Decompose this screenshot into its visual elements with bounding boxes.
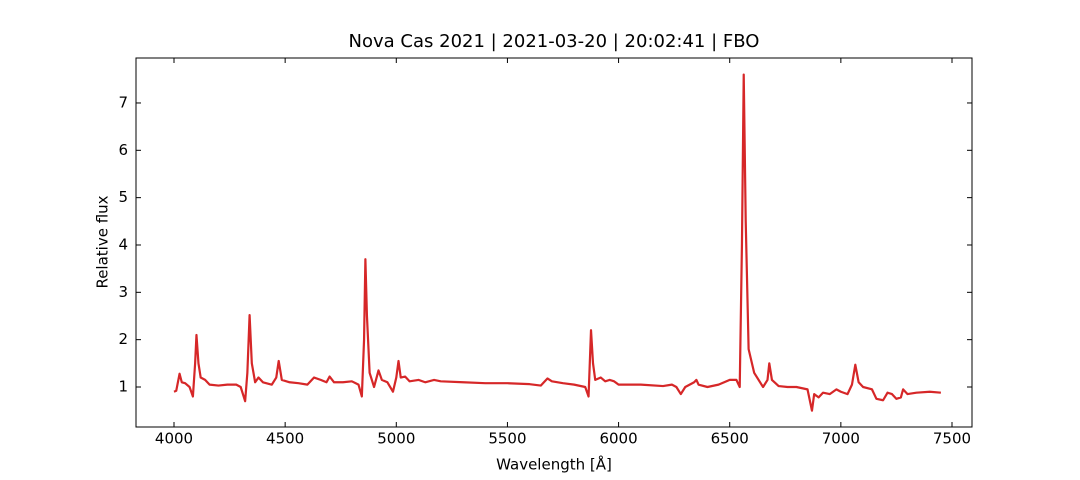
x-tick-label: 5000	[377, 430, 415, 448]
x-tick-label: 5500	[488, 430, 526, 448]
plot-frame	[135, 57, 973, 428]
x-tick-label: 4000	[155, 430, 193, 448]
y-axis-label: Relative flux	[94, 195, 112, 288]
y-tick-label: 1	[118, 377, 128, 395]
x-tick-label: 7000	[822, 430, 860, 448]
spectrum-line	[173, 73, 941, 412]
x-tick-label: 4500	[266, 430, 304, 448]
y-tick-label: 6	[118, 141, 128, 159]
y-tick-label: 4	[118, 235, 128, 253]
x-tick-label: 6000	[599, 430, 637, 448]
x-axis-label: Wavelength [Å]	[496, 455, 612, 474]
chart-title: Nova Cas 2021 | 2021-03-20 | 20:02:41 | …	[349, 31, 760, 52]
y-tick-label: 3	[118, 283, 128, 301]
y-tick-label: 2	[118, 330, 128, 348]
y-tick-label: 5	[118, 188, 128, 206]
y-tick-label: 7	[118, 93, 128, 111]
x-tick-label: 6500	[711, 430, 749, 448]
x-tick-label: 7500	[933, 430, 971, 448]
